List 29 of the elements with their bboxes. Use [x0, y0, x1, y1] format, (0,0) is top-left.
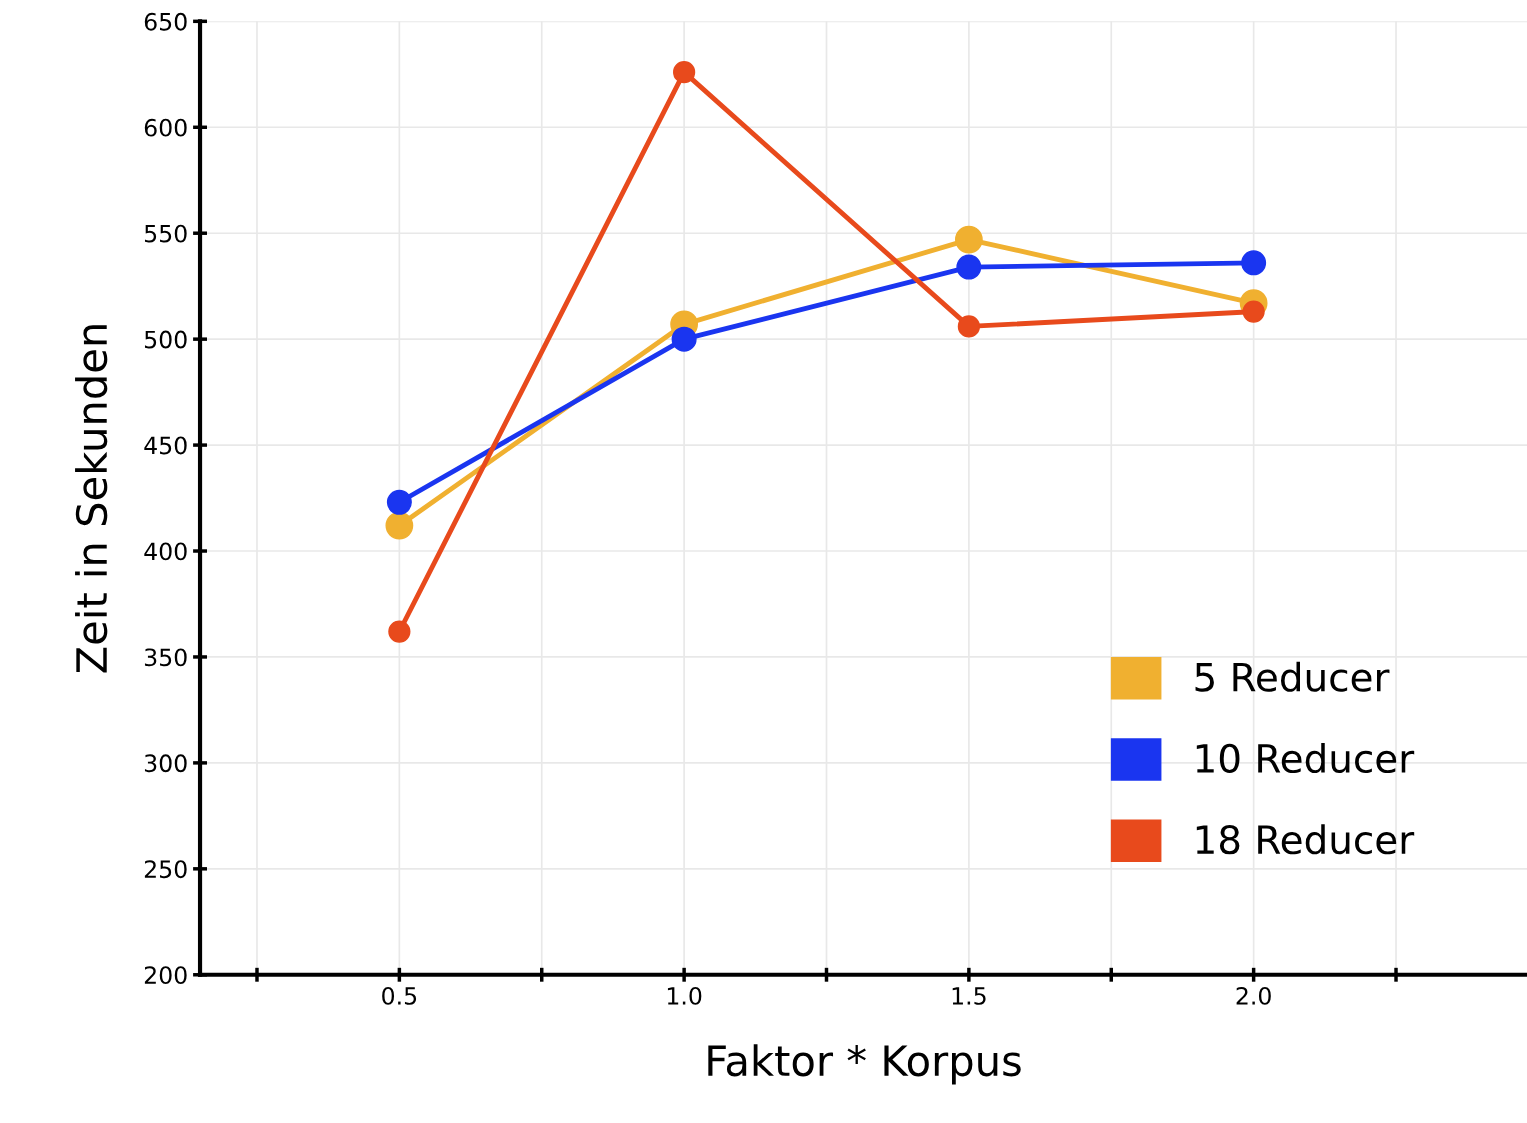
- y-tick-label: 300: [144, 754, 187, 773]
- y-tick-label: 500: [144, 330, 187, 349]
- x-axis-title: Faktor * Korpus: [708, 1044, 1021, 1085]
- point: [954, 225, 983, 254]
- y-axis-title: Zeit in Sekunden: [75, 325, 108, 673]
- y-tick-label: 550: [144, 224, 187, 243]
- x-tick-label: 2.0: [1236, 986, 1271, 1005]
- y-tick-label: 400: [144, 542, 187, 561]
- y-tick-label: 250: [144, 860, 187, 879]
- y-tick-label: 650: [144, 12, 187, 31]
- y-tick-label: 350: [144, 648, 187, 667]
- legend-label: 10 Reducer: [1196, 742, 1415, 774]
- y-tick-label: 450: [144, 436, 187, 455]
- point: [673, 61, 696, 84]
- x-tick-label: 1.0: [667, 986, 702, 1005]
- point: [385, 511, 414, 540]
- point: [957, 315, 980, 338]
- point: [671, 326, 697, 352]
- point: [956, 254, 982, 280]
- x-tick-label: 1.5: [952, 987, 986, 1005]
- point: [1242, 300, 1265, 323]
- point: [1241, 250, 1267, 276]
- point: [386, 489, 412, 515]
- legend-label: 18 Reducer: [1196, 824, 1415, 855]
- y-tick-label: 600: [144, 118, 187, 137]
- x-tick-label: 0.5: [382, 986, 417, 1005]
- y-tick-label: 200: [144, 966, 187, 985]
- legend-label: 5 Reducer: [1195, 661, 1390, 692]
- point: [388, 620, 411, 643]
